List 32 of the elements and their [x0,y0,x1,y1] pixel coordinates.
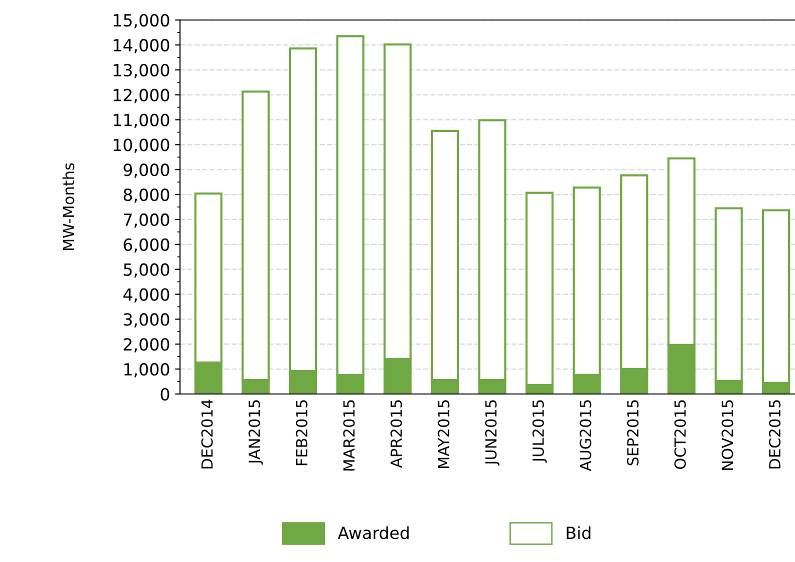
x-tick-label: DEC2014 [201,400,213,468]
y-tick-label: 9,000 [124,164,170,178]
x-tick-label: NOV2015 [722,400,734,470]
y-tick-label: 0 [160,388,170,401]
y-tick-label: 13,000 [114,64,170,78]
y-tick-label: 11,000 [114,114,170,128]
x-tick-label: SEP2015 [627,400,639,466]
y-tick-label: 14,000 [114,38,170,54]
y-axis-title: MW-Months [62,163,74,250]
y-tick-label: 15,000 [114,14,170,28]
y-tick-label: 3,000 [124,313,170,328]
legend-label: Bid [566,526,590,540]
y-tick-label: 7,000 [124,213,170,228]
y-tick-label: 5,000 [124,263,170,278]
x-tick-label: JAN2015 [248,400,263,465]
x-tick-label: FEB2015 [296,400,308,466]
x-tick-label: OCT2015 [674,400,686,469]
y-tick-label: 10,000 [114,138,170,153]
y-tick-label: 8,000 [124,188,170,203]
x-tick-label: APR2015 [390,400,402,468]
y-tick-label: 4,000 [123,288,170,303]
y-tick-label: 2,000 [124,338,170,352]
x-tick-label: DEC2015 [768,400,781,468]
x-tick-label: MAY2015 [438,400,450,468]
x-tick-label: JUL2015 [532,400,547,463]
x-tick-label: JUN2015 [485,400,500,466]
legend-label: Awarded [338,526,409,540]
y-tick-label: 6,000 [124,238,170,253]
x-tick-label: MAR2015 [343,400,355,470]
y-tick-label: 12,000 [114,88,170,104]
x-tick-label: AUG2015 [580,400,592,472]
y-tick-label: 1,000 [124,363,170,378]
